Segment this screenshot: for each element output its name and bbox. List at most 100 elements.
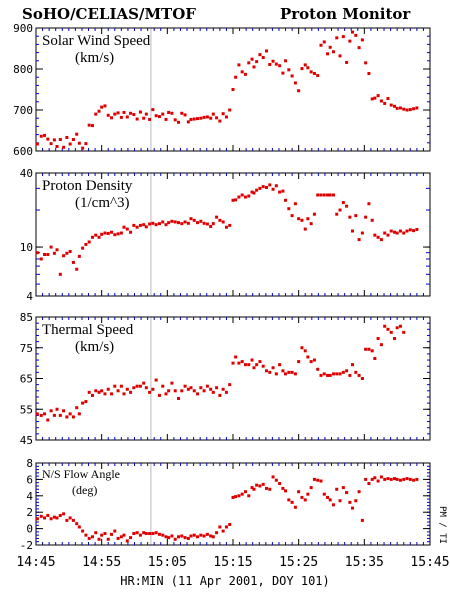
data-point [224, 115, 228, 119]
data-point [46, 137, 50, 141]
data-point [306, 492, 310, 496]
data-point [258, 484, 262, 488]
data-point [357, 46, 361, 50]
data-point [183, 113, 187, 117]
data-point [119, 535, 123, 539]
data-point [395, 326, 399, 330]
data-point [205, 532, 209, 536]
panel-title: Solar Wind Speed [42, 33, 151, 49]
data-point [151, 221, 155, 225]
data-point [243, 490, 247, 494]
data-point [335, 212, 339, 216]
data-point [264, 369, 268, 373]
data-point [176, 120, 180, 124]
data-point [43, 516, 47, 520]
data-point [94, 389, 98, 393]
data-point [97, 390, 101, 394]
data-point [309, 486, 313, 490]
data-point [250, 486, 254, 490]
data-point [84, 400, 88, 404]
data-point [376, 235, 380, 239]
panel-units: (deg) [72, 483, 97, 497]
data-point [116, 389, 120, 393]
data-point [228, 383, 232, 387]
data-point [62, 145, 66, 149]
data-point [148, 390, 152, 394]
data-point [164, 392, 168, 396]
data-point [173, 220, 177, 224]
data-point [264, 486, 268, 490]
data-point [49, 245, 53, 249]
data-point [110, 392, 114, 396]
data-point [395, 477, 399, 481]
data-point [135, 225, 139, 229]
data-point [341, 201, 345, 205]
data-point [354, 370, 358, 374]
data-point [281, 486, 285, 490]
data-point [354, 499, 358, 503]
data-point [364, 477, 368, 481]
data-point [328, 45, 332, 49]
data-point [94, 233, 98, 237]
data-point [287, 207, 291, 211]
data-point [186, 221, 190, 225]
data-point [84, 533, 88, 537]
data-point [71, 518, 75, 522]
data-point [389, 103, 393, 107]
data-point [316, 193, 320, 197]
data-point [415, 227, 419, 231]
data-point [81, 529, 85, 533]
data-point [268, 62, 272, 66]
data-point [122, 225, 126, 229]
data-point [90, 235, 94, 239]
data-point [326, 52, 330, 56]
data-point [360, 231, 364, 235]
data-point [274, 62, 278, 66]
data-point [386, 477, 390, 481]
data-point [110, 532, 114, 536]
data-point [281, 189, 285, 193]
data-point [364, 347, 368, 351]
data-point [252, 65, 256, 69]
data-point [408, 108, 412, 112]
y-tick-label: 10 [20, 241, 33, 254]
data-point [231, 495, 235, 499]
data-point [271, 59, 275, 63]
data-point [71, 415, 75, 419]
data-point [357, 490, 361, 494]
data-point [360, 518, 364, 522]
data-point [199, 533, 203, 537]
data-point [224, 390, 228, 394]
y-tick-label: 55 [20, 403, 33, 416]
data-point [170, 381, 174, 385]
data-point [338, 372, 342, 376]
data-point [75, 267, 79, 271]
data-point [77, 525, 81, 529]
data-point [326, 373, 330, 377]
data-point [312, 72, 316, 76]
data-point [205, 384, 209, 388]
data-point [405, 229, 409, 233]
data-point [202, 389, 206, 393]
data-point [138, 533, 142, 537]
data-point [205, 222, 209, 226]
data-point [218, 119, 222, 123]
data-point [237, 195, 241, 199]
data-point [132, 532, 136, 536]
data-point [398, 324, 402, 328]
data-point [237, 63, 241, 67]
data-point [278, 190, 282, 194]
data-point [106, 231, 110, 235]
data-point [100, 232, 104, 236]
data-point [77, 254, 81, 258]
data-point [211, 390, 215, 394]
data-point [113, 233, 117, 237]
data-point [77, 141, 81, 145]
data-point [116, 111, 120, 115]
data-point [103, 532, 107, 536]
y-tick-label: 4 [26, 290, 33, 303]
data-point [52, 413, 56, 417]
data-point [167, 536, 171, 540]
data-point [39, 514, 43, 518]
data-point [75, 522, 79, 526]
